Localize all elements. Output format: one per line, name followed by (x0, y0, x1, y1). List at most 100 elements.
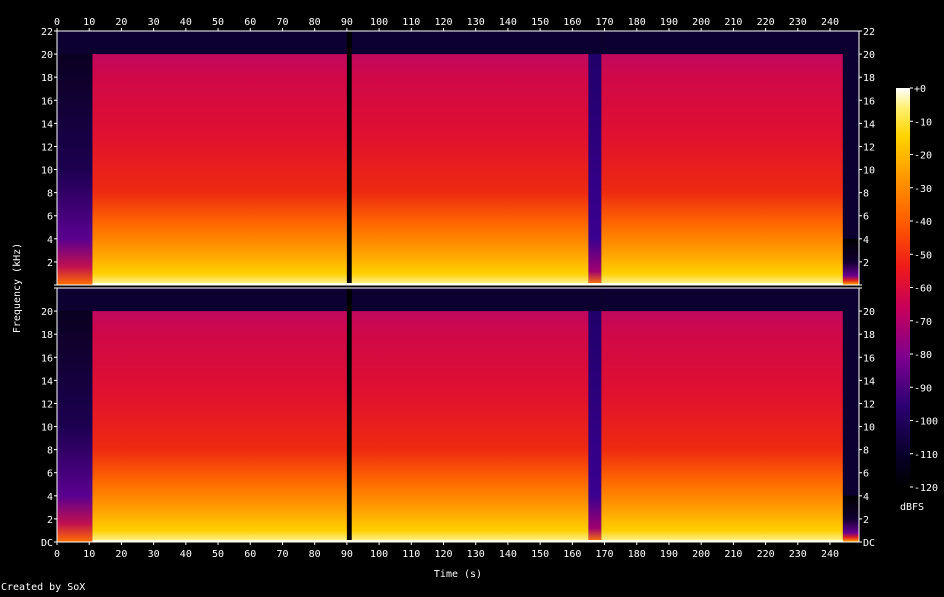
colorbar-tick-label: -90 (914, 383, 932, 394)
y-tick-label-right: 18 (863, 73, 875, 84)
y-tick-label-right: 14 (863, 119, 875, 130)
x-tick-label-top: 60 (244, 17, 256, 28)
x-tick-label-top: 90 (341, 17, 353, 28)
x-tick-label-top: 200 (692, 17, 710, 28)
y-tick-label-right: 10 (863, 423, 875, 434)
section-loud (351, 54, 589, 285)
x-tick-label-bottom: 50 (212, 549, 224, 560)
y-tick-label-right: 6 (863, 469, 869, 480)
dc-band (92, 540, 843, 542)
colorbar-tick-label: -10 (914, 117, 932, 128)
x-tick-label-bottom: 190 (660, 549, 678, 560)
x-tick-label-top: 190 (660, 17, 678, 28)
x-tick-label-bottom: 0 (54, 549, 60, 560)
section-haze (351, 288, 589, 312)
x-tick-label-top: 0 (54, 17, 60, 28)
y-tick-label-right: 2 (863, 258, 869, 269)
y-tick-label-left: 16 (41, 353, 53, 364)
x-tick-label-top: 230 (789, 17, 807, 28)
x-tick-label-top: 50 (212, 17, 224, 28)
x-tick-label-top: 150 (531, 17, 549, 28)
x-tick-label-top: 110 (402, 17, 420, 28)
colorbar-tick-label: +0 (914, 84, 926, 95)
x-tick-label-bottom: 110 (402, 549, 420, 560)
section-haze (57, 31, 93, 55)
section-fade-in (57, 311, 93, 542)
y-tick-label-right: 12 (863, 399, 875, 410)
x-tick-label-top: 160 (563, 17, 581, 28)
x-tick-label-bottom: 20 (115, 549, 127, 560)
y-tick-label-left: 12 (41, 142, 53, 153)
x-tick-label-top: 80 (309, 17, 321, 28)
footer-credit: Created by SoX (1, 582, 85, 593)
x-tick-label-bottom: 120 (434, 549, 452, 560)
section-haze (588, 31, 602, 55)
x-tick-label-top: 100 (370, 17, 388, 28)
y-tick-label-left: 8 (47, 189, 53, 200)
x-tick-label-bottom: 180 (628, 549, 646, 560)
colorbar-tick-label: -100 (914, 417, 938, 428)
channel-2-plot (56, 287, 860, 543)
section-haze (92, 288, 347, 312)
y-tick-label-right: 8 (863, 446, 869, 457)
colorbar-tick-label: -20 (914, 151, 932, 162)
y-tick-label-right: DC (863, 538, 875, 549)
colorbar-label: dBFS (900, 502, 924, 513)
y-axis-label: Frequency (kHz) (12, 243, 23, 333)
x-tick-label-top: 140 (499, 17, 517, 28)
y-tick-label-left: 18 (41, 330, 53, 341)
y-tick-label-right: 2 (863, 515, 869, 526)
colorbar-tick-label: -80 (914, 350, 932, 361)
x-tick-label-top: 240 (821, 17, 839, 28)
section-haze (842, 31, 859, 239)
x-tick-label-top: 210 (724, 17, 742, 28)
x-tick-label-bottom: 100 (370, 549, 388, 560)
y-tick-label-left: 14 (41, 119, 53, 130)
colorbar-tick-label: -50 (914, 250, 932, 261)
y-tick-label-right: 16 (863, 96, 875, 107)
x-tick-label-bottom: 210 (724, 549, 742, 560)
section-loud (92, 54, 347, 285)
y-tick-label-left: 10 (41, 423, 53, 434)
y-tick-label-right: 20 (863, 50, 875, 61)
colorbar-tick-label: -30 (914, 184, 932, 195)
y-tick-label-right: 22 (863, 27, 875, 38)
section-fade-out (842, 495, 859, 542)
x-tick-label-bottom: 230 (789, 549, 807, 560)
y-tick-label-left: 6 (47, 469, 53, 480)
y-tick-label-left: 20 (41, 307, 53, 318)
colorbar-tick-label: -40 (914, 217, 932, 228)
colorbar-tick-label: -70 (914, 317, 932, 328)
plot-frame (56, 30, 860, 286)
x-tick-label-bottom: 70 (276, 549, 288, 560)
x-tick-label-bottom: 80 (309, 549, 321, 560)
section-haze (92, 31, 347, 55)
y-tick-label-left: 6 (47, 212, 53, 223)
x-tick-label-top: 40 (180, 17, 192, 28)
channel-1-plot (56, 30, 860, 286)
y-tick-label-left: 2 (47, 515, 53, 526)
x-tick-label-bottom: 40 (180, 549, 192, 560)
colorbar-tick-label: -110 (914, 450, 938, 461)
section-haze (57, 288, 93, 312)
y-tick-label-right: 12 (863, 142, 875, 153)
x-tick-label-bottom: 140 (499, 549, 517, 560)
colorbar-tick-label: -120 (914, 483, 938, 494)
section-fade-in (57, 54, 93, 285)
y-tick-label-left: 20 (41, 50, 53, 61)
x-tick-label-bottom: 200 (692, 549, 710, 560)
y-tick-label-left: 4 (47, 492, 53, 503)
section-haze (588, 288, 602, 312)
section-quiet (588, 311, 602, 542)
y-tick-label-left: 12 (41, 399, 53, 410)
y-tick-label-right: 6 (863, 212, 869, 223)
y-tick-label-right: 10 (863, 166, 875, 177)
y-tick-label-right: 18 (863, 330, 875, 341)
y-tick-label-left: 14 (41, 376, 53, 387)
section-fade-out (842, 238, 859, 285)
plot-frame (56, 287, 860, 543)
x-tick-label-top: 10 (83, 17, 95, 28)
colorbar-gradient (896, 88, 910, 487)
